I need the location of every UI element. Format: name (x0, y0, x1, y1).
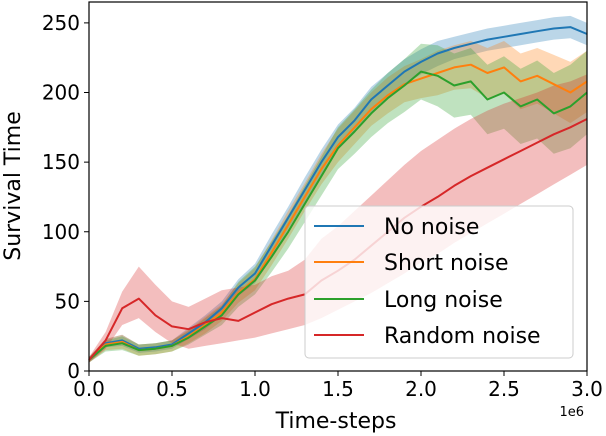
line-no-noise (88, 26, 588, 361)
y-tick-label: 0 (67, 359, 80, 383)
x-axis-ticks: 0.0 0.5 1.0 1.5 2.0 2.5 3.0 (73, 371, 603, 401)
y-axis-ticks: 0 50 100 150 200 250 (42, 11, 89, 383)
y-tick-label: 100 (42, 220, 80, 244)
series-lines (88, 26, 588, 361)
y-tick-label: 200 (42, 81, 80, 105)
x-tick-label: 0.0 (73, 377, 105, 401)
x-tick-label: 2.0 (405, 377, 437, 401)
y-axis-label: Survival Time (1, 111, 26, 261)
x-tick-label: 2.5 (488, 377, 520, 401)
x-axis-offset-label: 1e6 (559, 405, 584, 420)
x-tick-label: 0.5 (156, 377, 188, 401)
y-tick-label: 250 (42, 11, 80, 35)
x-tick-label: 3.0 (571, 377, 603, 401)
line-long-noise (88, 70, 588, 361)
legend-label-no-noise: No noise (384, 215, 479, 240)
x-tick-label: 1.0 (239, 377, 271, 401)
legend-label-short-noise: Short noise (384, 251, 509, 276)
legend-box (304, 205, 574, 359)
legend-label-random-noise: Random noise (384, 324, 541, 349)
legend-label-long-noise: Long noise (384, 288, 503, 313)
legend: No noise Short noise Long noise Random n… (304, 205, 574, 359)
y-tick-label: 50 (55, 289, 80, 313)
x-tick-label: 1.5 (322, 377, 354, 401)
y-tick-label: 150 (42, 150, 80, 174)
band-random-noise (89, 74, 587, 363)
x-axis-label: Time-steps (275, 409, 397, 434)
band-short-noise (89, 41, 587, 363)
